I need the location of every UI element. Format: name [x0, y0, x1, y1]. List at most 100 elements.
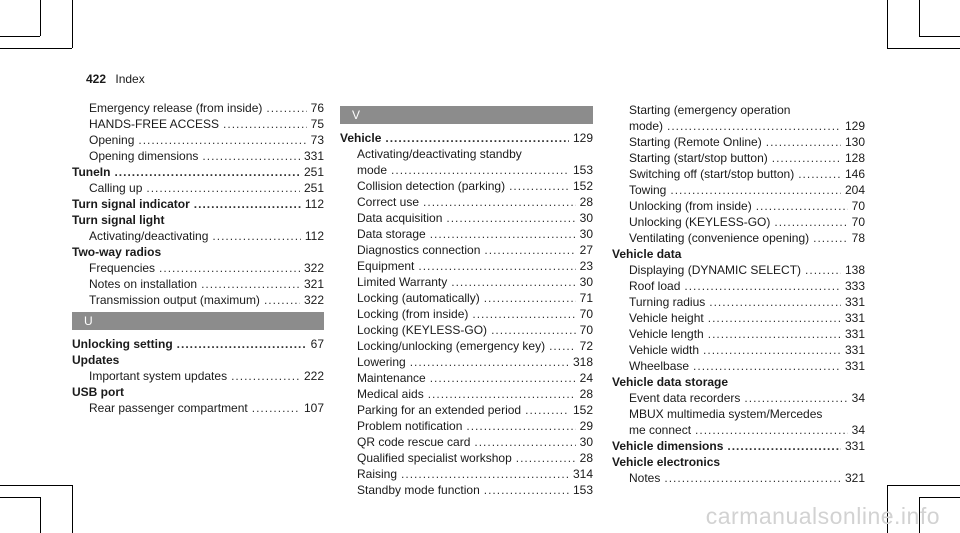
- crop-mark: [0, 36, 40, 37]
- index-subentry: Raising 314: [340, 466, 593, 482]
- entry-term: Frequencies: [89, 261, 156, 275]
- entry-term: me connect: [629, 423, 692, 437]
- entry-term: Event data recorders: [629, 391, 741, 405]
- entry-term: Locking (KEYLESS-GO): [357, 323, 488, 337]
- index-subentry: mode 153: [340, 162, 593, 178]
- dot-leader: [201, 276, 300, 292]
- index-subentry: Turning radius 331: [612, 294, 865, 310]
- page-reference: 152: [572, 403, 593, 417]
- index-entry: Vehicle 129: [340, 130, 593, 146]
- dot-leader: [670, 182, 841, 198]
- entry-term: Updates: [72, 353, 120, 367]
- index-subentry: Locking (from inside) 70: [340, 306, 593, 322]
- page-reference: 331: [303, 149, 324, 163]
- entry-term: Turn signal light: [72, 213, 165, 227]
- index-subentry: Opening dimensions 331: [72, 148, 324, 164]
- index-entry: Turn signal light: [72, 212, 324, 228]
- entry-term: Vehicle length: [629, 327, 704, 341]
- dot-leader: [401, 466, 569, 482]
- index-subentry: Unlocking (KEYLESS-GO) 70: [612, 214, 865, 230]
- entry-term: Activating/deactivating: [89, 229, 209, 243]
- entry-term: Opening dimensions: [89, 149, 199, 163]
- page-reference: 75: [310, 117, 324, 131]
- index-entry: Vehicle data: [612, 246, 865, 262]
- page-reference: 29: [579, 419, 593, 433]
- dot-leader: [428, 386, 576, 402]
- page-reference: 30: [579, 275, 593, 289]
- page-reference: 30: [579, 211, 593, 225]
- index-subentry-text: MBUX multimedia system/Mercedes: [629, 407, 823, 421]
- entry-term: USB port: [72, 385, 124, 399]
- page-reference: 70: [579, 323, 593, 337]
- dot-leader: [684, 278, 841, 294]
- entry-term: Vehicle electronics: [612, 455, 721, 469]
- dot-leader: [430, 370, 576, 386]
- index-subentry: Opening 73: [72, 132, 324, 148]
- dot-leader: [194, 196, 301, 212]
- crop-mark: [919, 36, 960, 37]
- dot-leader: [772, 150, 841, 166]
- index-subentry: Correct use 28: [340, 194, 593, 210]
- entry-term: Starting (start/stop button): [629, 151, 768, 165]
- entry-term: TuneIn: [72, 165, 111, 179]
- index-subentry: Locking/unlocking (emergency key) 72: [340, 338, 593, 354]
- dot-leader: [418, 258, 575, 274]
- letter-heading: U: [72, 312, 324, 330]
- index-subentry: Notes on installation 321: [72, 276, 324, 292]
- entry-term: Turn signal indicator: [72, 197, 190, 211]
- entry-term: Wheelbase: [629, 359, 690, 373]
- entry-term: Unlocking setting: [72, 337, 173, 351]
- dot-leader: [509, 178, 569, 194]
- section-title: Index: [115, 72, 145, 86]
- index-entry: Vehicle data storage: [612, 374, 865, 390]
- index-subentry: Switching off (start/stop button) 146: [612, 166, 865, 182]
- dot-leader: [667, 118, 841, 134]
- page-reference: 153: [572, 163, 593, 177]
- page-reference: 34: [851, 423, 865, 437]
- page-reference: 204: [844, 183, 865, 197]
- entry-term: Unlocking (from inside): [629, 199, 752, 213]
- entry-term: Data acquisition: [357, 211, 443, 225]
- entry-term: Locking (automatically): [357, 291, 480, 305]
- entry-term: Starting (Remote Online): [629, 135, 762, 149]
- entry-term: Notes on installation: [89, 277, 198, 291]
- page-reference: 321: [844, 471, 865, 485]
- crop-mark: [887, 485, 960, 486]
- dot-leader: [709, 294, 841, 310]
- page-reference: 146: [844, 167, 865, 181]
- index-subentry: QR code rescue card 30: [340, 434, 593, 450]
- entry-term: Qualified specialist workshop: [357, 451, 512, 465]
- dot-leader: [446, 210, 575, 226]
- index-entry: Vehicle electronics: [612, 454, 865, 470]
- page-reference: 73: [310, 133, 324, 147]
- dot-leader: [466, 418, 575, 434]
- page-reference: 34: [851, 391, 865, 405]
- index-subentry: Transmission output (maximum) 322: [72, 292, 324, 308]
- entry-term: mode: [357, 163, 388, 177]
- page-reference: 78: [851, 231, 865, 245]
- index-subentry-text: Activating/deactivating standby: [357, 147, 522, 161]
- crop-mark: [40, 0, 41, 36]
- entry-term: Parking for an extended period: [357, 403, 522, 417]
- page-reference: 107: [303, 401, 324, 415]
- crop-mark: [887, 48, 960, 49]
- index-subentry: me connect 34: [612, 422, 865, 438]
- entry-term: Collision detection (parking): [357, 179, 506, 193]
- dot-leader: [391, 162, 569, 178]
- index-subentry: Parking for an extended period 152: [340, 402, 593, 418]
- page-reference: 318: [572, 355, 593, 369]
- entry-term: Vehicle height: [629, 311, 704, 325]
- index-subentry: Collision detection (parking) 152: [340, 178, 593, 194]
- dot-leader: [693, 358, 841, 374]
- page-reference: 70: [851, 215, 865, 229]
- entry-term: Problem notification: [357, 419, 463, 433]
- entry-term: Medical aids: [357, 387, 424, 401]
- entry-term: Rear passenger compartment: [89, 401, 248, 415]
- dot-leader: [451, 274, 575, 290]
- entry-term: Two-way radios: [72, 245, 162, 259]
- entry-term: Ventilating (convenience opening): [629, 231, 810, 245]
- index-subentry: Starting (start/stop button) 128: [612, 150, 865, 166]
- crop-mark: [72, 0, 73, 48]
- index-entry: Updates: [72, 352, 324, 368]
- entry-term: Turning radius: [629, 295, 706, 309]
